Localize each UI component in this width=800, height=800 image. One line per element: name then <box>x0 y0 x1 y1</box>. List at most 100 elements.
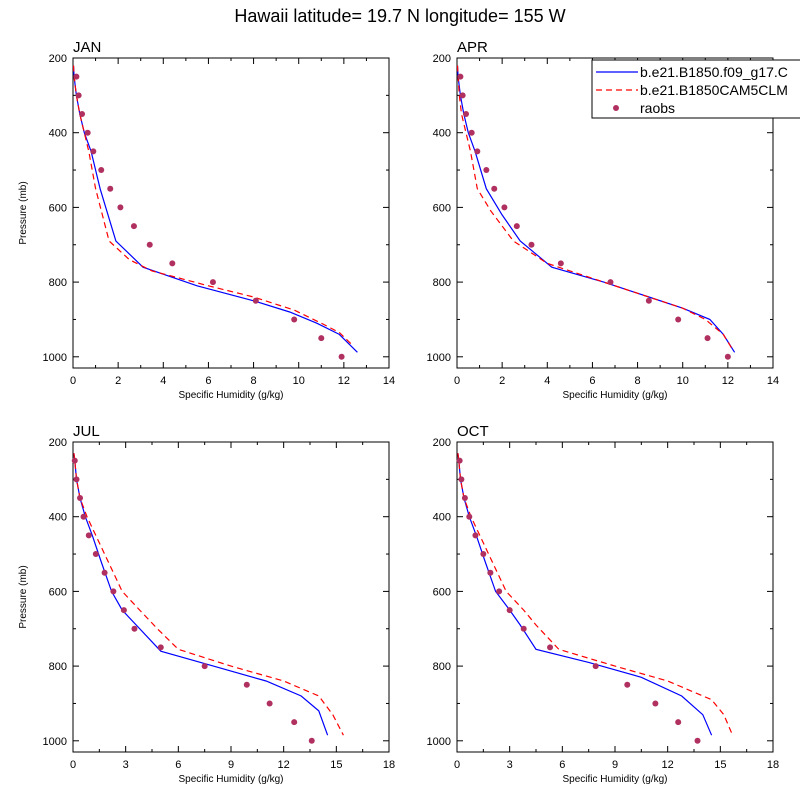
data-point <box>501 204 508 211</box>
x-tick-label: 6 <box>175 759 181 771</box>
series-line-solid <box>456 65 736 353</box>
data-point <box>75 92 82 99</box>
y-tick-label: 800 <box>49 277 67 289</box>
data-point <box>457 73 464 80</box>
y-tick-label: 1000 <box>427 736 451 748</box>
y-tick-label: 400 <box>49 128 67 140</box>
data-point <box>463 111 470 118</box>
data-point <box>291 719 298 726</box>
x-tick-label: 12 <box>722 375 734 387</box>
data-point <box>506 607 513 614</box>
data-point <box>652 700 659 707</box>
data-point <box>98 167 105 174</box>
panel-jul: JUL 0 3 6 9 12 15 18 200 400 600 800 1000 Specific Hu… <box>18 423 395 785</box>
data-point <box>130 223 137 230</box>
x-tick-label: 15 <box>330 759 342 771</box>
y-tick-label: 1000 <box>43 736 67 748</box>
x-tick-label: 4 <box>160 375 166 387</box>
data-point <box>318 335 325 342</box>
x-tick-label: 10 <box>677 375 689 387</box>
series-line-solid <box>72 65 358 353</box>
x-tick-label: 15 <box>714 759 726 771</box>
legend-box <box>591 59 800 119</box>
data-point <box>77 495 84 502</box>
data-point <box>169 260 176 267</box>
series-raobs <box>71 457 315 744</box>
series-raobs <box>456 457 701 744</box>
data-point <box>491 185 498 192</box>
data-point <box>624 681 631 688</box>
y-tick-label: 800 <box>433 661 451 673</box>
data-point <box>547 644 554 651</box>
data-point <box>120 607 127 614</box>
data-point <box>724 353 731 360</box>
data-point <box>338 353 345 360</box>
data-point <box>557 260 564 267</box>
data-point <box>85 532 92 539</box>
y-axis-label: Pressure (mb) <box>18 565 29 628</box>
y-tick-label: 600 <box>49 586 67 598</box>
series-raobs <box>457 73 731 360</box>
x-tick-label: 0 <box>70 759 76 771</box>
data-point <box>592 663 599 670</box>
series-line-dashed <box>73 453 344 736</box>
x-tick-label: 14 <box>767 375 779 387</box>
figure-title: Hawaii latitude= 19.7 N longitude= 155 W <box>234 6 565 26</box>
data-point <box>487 569 494 576</box>
data-point <box>694 737 701 744</box>
x-tick-label: 0 <box>70 375 76 387</box>
plot-frame <box>456 441 774 753</box>
data-point <box>101 569 108 576</box>
data-point <box>79 111 86 118</box>
data-point <box>110 588 117 595</box>
plot-frame <box>72 57 390 369</box>
y-tick-label: 800 <box>49 661 67 673</box>
y-tick-label: 400 <box>433 128 451 140</box>
panel-oct: OCT 0 3 6 9 12 15 18 200 400 600 800 1000 Specific Hu… <box>427 423 780 785</box>
x-tick-label: 3 <box>507 759 513 771</box>
x-tick-label: 9 <box>612 759 618 771</box>
data-point <box>117 204 124 211</box>
panel-apr: APR 0 2 4 6 8 10 12 14 200 400 600 800 1000 Specific H… <box>427 39 780 401</box>
panel-jan: JAN 0 2 4 6 8 10 12 14 200 400 600 800 1000 Specific H… <box>18 39 395 401</box>
series-line-dashed <box>72 65 354 347</box>
data-point <box>459 92 466 99</box>
data-point <box>308 737 315 744</box>
x-tick-label: 6 <box>589 375 595 387</box>
legend-marker-2 <box>613 105 619 111</box>
x-tick-label: 8 <box>635 375 641 387</box>
x-tick-label: 9 <box>228 759 234 771</box>
series-line-solid <box>73 453 329 736</box>
data-point <box>73 476 80 483</box>
x-tick-label: 3 <box>123 759 129 771</box>
data-point <box>458 476 465 483</box>
x-tick-label: 2 <box>499 375 505 387</box>
data-point <box>266 700 273 707</box>
y-tick-label: 1000 <box>427 352 451 364</box>
data-point <box>90 148 97 155</box>
y-tick-label: 200 <box>433 53 451 65</box>
data-point <box>146 241 153 248</box>
data-point <box>84 129 91 136</box>
data-point <box>675 316 682 323</box>
y-tick-label: 800 <box>433 277 451 289</box>
x-axis-label: Specific Humidity (g/kg) <box>178 774 283 785</box>
x-tick-label: 12 <box>662 759 674 771</box>
x-tick-label: 4 <box>544 375 550 387</box>
data-point <box>704 335 711 342</box>
data-point <box>92 551 99 558</box>
data-point <box>107 185 114 192</box>
x-axis-label: Specific Humidity (g/kg) <box>562 774 667 785</box>
y-tick-label: 600 <box>49 202 67 214</box>
data-point <box>73 73 80 80</box>
legend-label-1: b.e21.B1850CAM5CLM <box>640 82 788 98</box>
data-point <box>513 223 520 230</box>
data-point <box>483 167 490 174</box>
plot-frame <box>72 441 390 753</box>
legend-label-0: b.e21.B1850.f09_g17.C <box>640 64 788 80</box>
x-tick-label: 6 <box>559 759 565 771</box>
data-point <box>461 495 468 502</box>
y-tick-label: 1000 <box>43 352 67 364</box>
panel-title: JUL <box>73 423 100 440</box>
data-point <box>157 644 164 651</box>
